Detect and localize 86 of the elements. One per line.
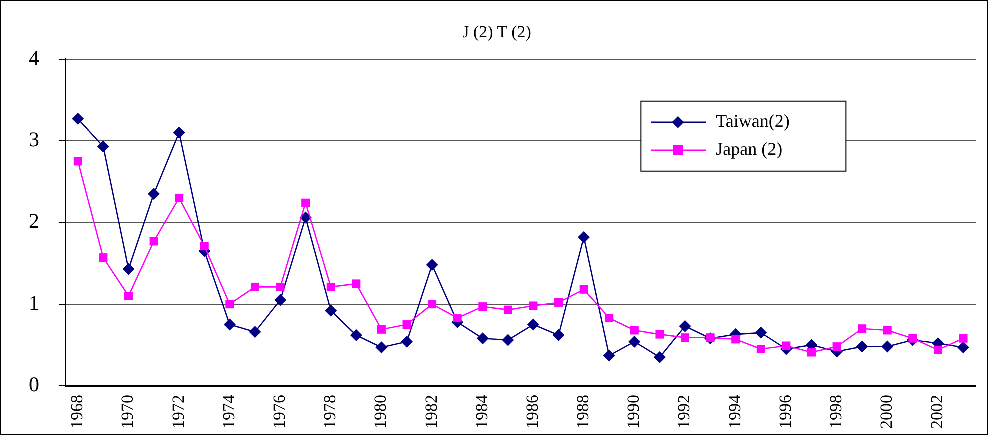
x-tick-label: 1994 (725, 394, 744, 429)
point (681, 334, 690, 342)
point (832, 342, 842, 352)
point (200, 242, 209, 251)
y-tick-label: 2 (29, 209, 40, 234)
point (782, 342, 791, 350)
x-tick-label: 1988 (574, 395, 593, 429)
point (74, 157, 82, 166)
point (504, 306, 512, 314)
point (99, 254, 108, 262)
point (350, 329, 362, 342)
x-tick-label: 1972 (168, 395, 188, 429)
point (807, 348, 816, 357)
point (755, 326, 768, 339)
point (325, 304, 338, 317)
x-tick-label: 1998 (826, 395, 846, 429)
point (124, 292, 133, 300)
point (326, 282, 336, 292)
point (150, 237, 158, 246)
legend-label: Japan (2) (716, 139, 783, 160)
x-tick-label: 1978 (320, 395, 340, 429)
point (478, 302, 488, 312)
point (502, 334, 514, 346)
point (958, 342, 970, 354)
x-tick-label: 2000 (877, 395, 896, 429)
point (756, 345, 766, 354)
point (97, 140, 110, 153)
point (882, 340, 894, 353)
point (173, 126, 186, 139)
point (224, 318, 236, 331)
point (934, 346, 942, 354)
point (352, 280, 361, 288)
x-tick-label: 1996 (776, 395, 795, 429)
point (628, 336, 641, 348)
x-tick-label: 1992 (674, 395, 694, 429)
point (580, 285, 588, 294)
point (578, 231, 590, 244)
x-tick-label: 1976 (270, 395, 289, 429)
y-tick-label: 0 (29, 372, 40, 397)
point (959, 334, 968, 343)
x-tick-label: 1990 (624, 395, 644, 429)
x-tick-label: 1968 (68, 395, 87, 429)
point (276, 282, 285, 292)
point (552, 329, 565, 342)
point (732, 335, 740, 344)
y-tick-label: 1 (29, 290, 40, 315)
point (527, 318, 540, 331)
point (630, 326, 639, 335)
x-tick-label: 1980 (371, 395, 390, 429)
point (122, 263, 135, 276)
point (249, 326, 262, 338)
x-tick-label: 1970 (118, 395, 138, 429)
y-tick-label: 3 (29, 128, 40, 152)
point (302, 198, 310, 208)
chart-title: J (2) T (2) (462, 22, 532, 42)
point (72, 113, 84, 126)
point (226, 300, 234, 309)
point (603, 350, 616, 362)
point (453, 314, 462, 322)
x-tick-label: 1984 (472, 394, 492, 429)
point (175, 194, 184, 202)
point (274, 294, 287, 306)
point (401, 336, 413, 348)
point (605, 314, 614, 322)
point (426, 259, 438, 272)
x-tick-label: 1986 (522, 395, 542, 429)
point (377, 325, 386, 334)
point (148, 188, 160, 200)
point (656, 330, 664, 339)
point (856, 340, 868, 353)
point (402, 320, 412, 330)
point (529, 302, 538, 310)
point (679, 320, 692, 332)
point (654, 351, 666, 364)
point (250, 282, 260, 292)
y-tick-label: 4 (29, 46, 40, 70)
point (883, 326, 892, 335)
x-tick-label: 1974 (219, 394, 238, 429)
x-tick-label: 1982 (422, 395, 441, 429)
x-tick-label: 2002 (928, 395, 947, 429)
legend-label: Taiwan(2) (716, 111, 790, 132)
point (428, 300, 437, 309)
point (476, 332, 489, 345)
point (858, 324, 867, 334)
point (554, 298, 564, 307)
point (376, 342, 388, 354)
